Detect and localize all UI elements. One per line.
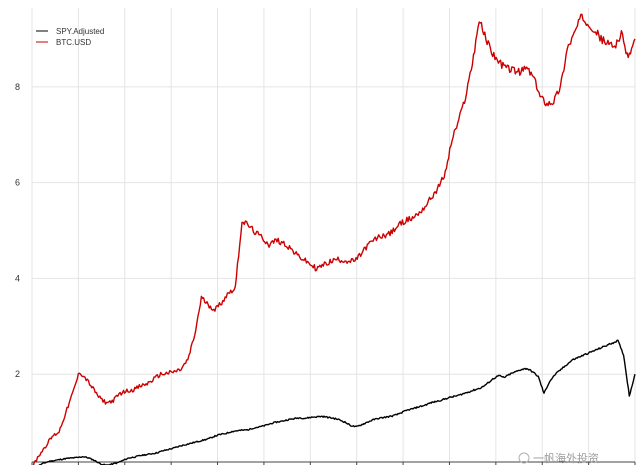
y-tick-label: 8 — [15, 82, 20, 92]
series-lines — [32, 13, 636, 465]
y-tick-label: 2 — [15, 369, 20, 379]
horizontal-gridlines — [32, 86, 635, 375]
watermark: 一帆海外投资 — [518, 451, 599, 465]
y-tick-label: 4 — [15, 273, 20, 283]
series-line-spy — [38, 339, 636, 465]
y-axis-tick-labels: 02468 — [15, 82, 20, 379]
vertical-gridlines — [31, 8, 636, 462]
legend: SPY.Adjusted BTC.USD — [36, 27, 104, 47]
series-line-btc — [32, 13, 636, 465]
legend-label-btc: BTC.USD — [56, 38, 91, 47]
watermark-text: 一帆海外投资 — [533, 451, 599, 465]
watermark-logo-icon — [518, 452, 530, 464]
y-tick-label: 6 — [15, 178, 20, 188]
legend-label-spy: SPY.Adjusted — [56, 27, 104, 36]
x-axis-tick-marks — [31, 462, 636, 465]
